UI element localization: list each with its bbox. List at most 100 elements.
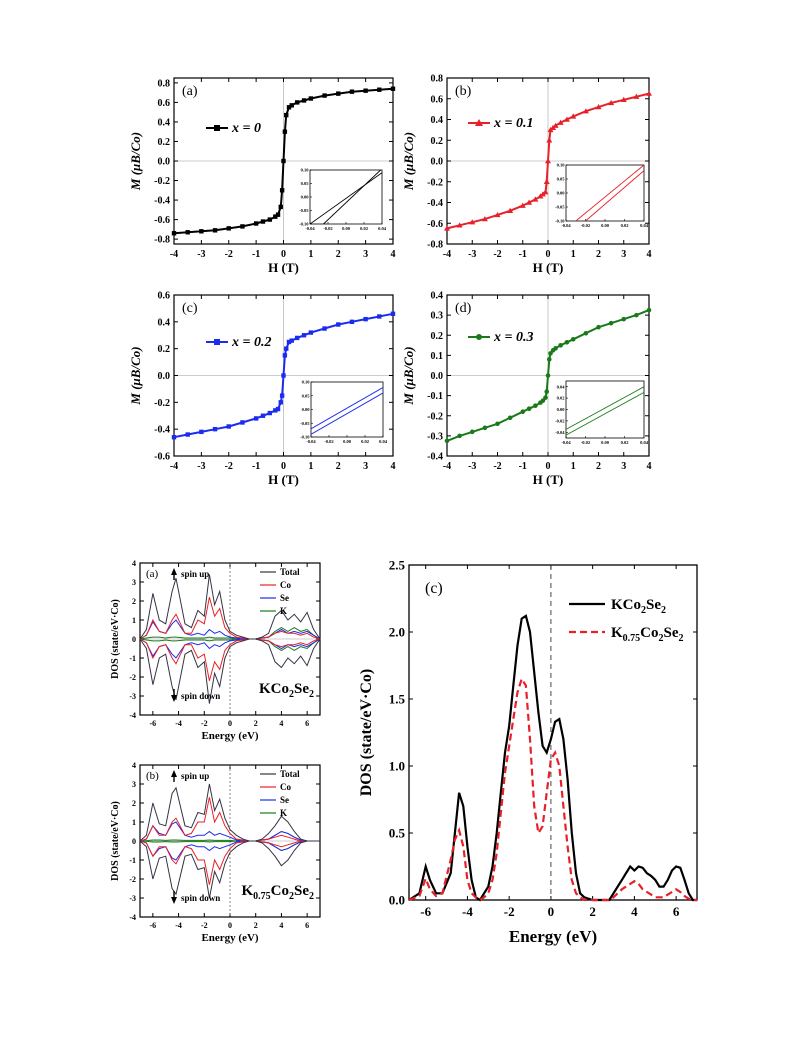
x-tick-label: 4: [647, 461, 652, 472]
data-point: [185, 230, 190, 235]
y-tick-label: -0.4: [154, 196, 170, 207]
data-point: [634, 312, 639, 318]
x-tick-label: -1: [519, 249, 527, 260]
legend-label-part: Se: [646, 597, 661, 613]
dos-curve-up: [139, 797, 320, 842]
data-point: [608, 99, 615, 106]
data-point: [284, 112, 289, 118]
data-point: [199, 229, 204, 234]
compound-label-part: 2: [289, 891, 294, 902]
data-point: [444, 225, 450, 231]
inset-x-tick-label: 0.00: [342, 226, 351, 231]
y-axis-label: M (μB/Co): [401, 132, 416, 191]
legend-label-part: Se: [664, 625, 679, 641]
data-point: [286, 339, 292, 345]
data-point: [444, 438, 450, 444]
y-tick-label: 0.4: [431, 115, 444, 126]
inset-curve: [310, 172, 382, 224]
plot-frame: [408, 564, 698, 901]
y-tick-label: 0.4: [158, 317, 171, 328]
x-tick-label: 2: [254, 921, 258, 930]
data-point: [546, 137, 553, 143]
inset-curve: [575, 165, 644, 221]
data-point: [533, 403, 538, 408]
mh-panel-d: -4 -3 -2 -1 0 1 2 3 4 -0.4 -0.3 -0.2 -0.1 0.0 0.1 0.2 0.…: [401, 291, 652, 488]
y-axis-label: M (μB/Co): [401, 346, 416, 405]
spin-down-label: spin down: [181, 893, 220, 903]
data-point: [349, 89, 355, 94]
x-tick-label: 3: [363, 249, 368, 260]
dos-curve-down: [139, 840, 320, 861]
inset-curve: [585, 170, 644, 221]
compound-label-part: 2: [309, 689, 314, 700]
x-tick-label: 4: [647, 249, 652, 260]
data-point: [281, 158, 286, 164]
inset-y-tick-label: 0.02: [557, 396, 566, 401]
y-axis-label: DOS (state/eV·Co): [110, 801, 121, 881]
inset-x-tick-label: 0.00: [601, 440, 610, 445]
inset-frame: [565, 380, 645, 439]
compound-label: KCo2Se2: [259, 681, 314, 700]
x-tick-label: 2: [596, 249, 601, 260]
data-point: [308, 330, 314, 335]
legend-label: K0.75Co2Se2: [611, 625, 684, 644]
data-point: [273, 214, 278, 219]
data-point: [546, 357, 552, 362]
mh-panel-b: -4 -3 -2 -1 0 1 2 3 4 -0.8 -0.6 -0.4 -0.2 0.0 0.2 0.4 0.…: [401, 74, 652, 275]
data-point: [542, 189, 549, 195]
x-tick-label: -3: [197, 461, 205, 472]
x-tick-label: 0: [548, 904, 555, 919]
data-point: [278, 204, 283, 210]
y-tick-label: 0.0: [431, 371, 444, 382]
inset-x-tick-label: 0.02: [361, 439, 370, 444]
data-point: [390, 86, 396, 91]
x-tick-label: 6: [305, 921, 309, 930]
x-tick-label: -1: [252, 461, 260, 472]
x-tick-label: -1: [252, 249, 260, 260]
x-tick-label: -4: [175, 921, 182, 930]
dos-curve-down: [139, 840, 320, 885]
y-tick-label: -0.2: [427, 177, 443, 188]
y-tick-label: 0.6: [158, 291, 171, 302]
inset-curve: [311, 392, 383, 435]
inset-frame: [310, 381, 384, 438]
data-point: [260, 413, 266, 418]
x-tick-label: 3: [621, 249, 626, 260]
data-point: [469, 219, 476, 225]
x-tick-label: -4: [462, 904, 473, 919]
inset-x-tick-label: 0.02: [621, 440, 630, 445]
y-tick-label: 1.0: [389, 759, 405, 774]
x-tick-label: -2: [225, 249, 233, 260]
panel-label: (c): [425, 580, 443, 597]
x-tick-label: 2: [336, 461, 341, 472]
legend-label: x = 0.3: [493, 330, 533, 345]
compound-label: K0.75Co2Se2: [241, 883, 314, 902]
compound-label-part: Se: [294, 681, 309, 697]
data-point: [570, 113, 577, 119]
x-tick-label: 0: [281, 461, 286, 472]
y-tick-label: -0.6: [427, 219, 443, 230]
inset-y-tick-label: 0.10: [557, 163, 566, 168]
dos-panel-a: -6 -4 -2 0 2 4 6 -4 -3 -2 -1 0 1 2 3 4 (a) spin up spin do…: [110, 559, 321, 742]
data-point: [279, 188, 285, 193]
data-point: [558, 343, 563, 348]
x-tick-label: -4: [443, 249, 451, 260]
data-point: [267, 410, 273, 416]
y-tick-label: 3: [132, 780, 136, 789]
inset-x-tick-label: 0.04: [378, 226, 387, 231]
data-point: [275, 406, 281, 412]
data-point: [363, 88, 368, 93]
x-tick-label: 6: [305, 719, 309, 728]
inset-y-tick-label: 0.00: [557, 191, 566, 196]
y-tick-label: 0: [132, 837, 136, 846]
y-tick-label: 0.4: [431, 291, 444, 302]
dos-curve: [408, 676, 697, 902]
compound-label-part: K: [241, 883, 253, 899]
data-point: [494, 211, 501, 218]
y-tick-label: -0.1: [427, 391, 443, 402]
y-tick-label: -2: [129, 875, 136, 884]
data-point: [595, 104, 602, 110]
inset-y-tick-label: -0.10: [299, 222, 309, 227]
x-tick-label: 2: [596, 461, 601, 472]
